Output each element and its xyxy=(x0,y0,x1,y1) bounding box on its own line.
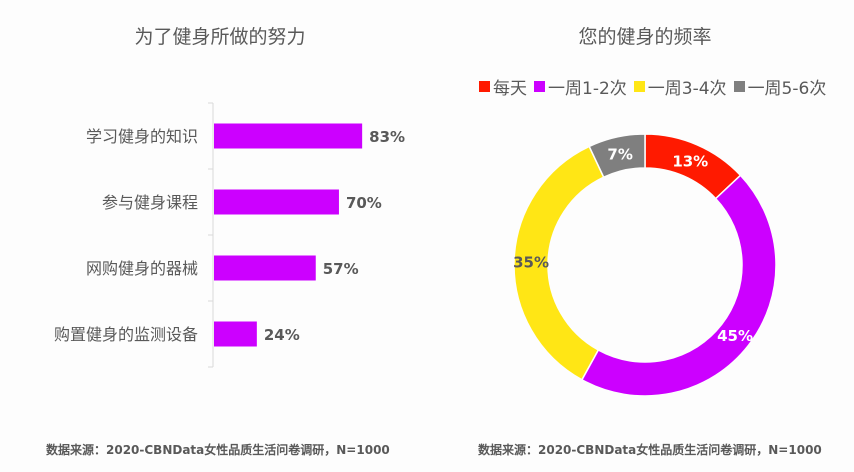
bar xyxy=(214,123,363,149)
category-label: 学习健身的知识 xyxy=(86,127,198,146)
legend-label: 每天 xyxy=(493,79,527,99)
donut-slice xyxy=(580,174,777,397)
legend-item: 一周3-4次 xyxy=(633,74,727,99)
donut-chart-title: 您的健身的频率 xyxy=(578,26,712,48)
value-label: 83% xyxy=(369,128,405,146)
source-note-left: 数据来源：2020-CBNData女性品质生活问卷调研，N=1000 xyxy=(46,443,390,457)
legend-item: 一周1-2次 xyxy=(534,74,627,99)
legend-label: 一周5-6次 xyxy=(747,79,827,99)
legend-label: 一周3-4次 xyxy=(647,79,727,99)
slice-label: 35% xyxy=(513,253,549,271)
category-label: 购置健身的监测设备 xyxy=(54,325,198,344)
legend-swatch xyxy=(479,81,490,92)
value-label: 57% xyxy=(323,260,359,278)
legend-swatch xyxy=(633,81,645,92)
donut-slice xyxy=(513,145,605,381)
slice-label: 7% xyxy=(607,146,632,164)
bar-chart-title: 为了健身所做的努力 xyxy=(134,26,306,48)
legend-label: 一周1-2次 xyxy=(548,79,627,99)
legend-item: 每天 xyxy=(479,74,527,99)
bar xyxy=(214,321,257,347)
slice-label: 45% xyxy=(717,327,753,345)
legend-item: 一周5-6次 xyxy=(733,74,827,99)
donut-legend: 每天 一周1-2次 一周3-4次 一周5-6次 xyxy=(479,74,833,99)
legend-swatch xyxy=(733,81,745,92)
value-label: 24% xyxy=(264,326,300,344)
donut-slice xyxy=(588,133,646,179)
bar xyxy=(214,189,339,215)
category-label: 参与健身课程 xyxy=(102,193,198,212)
category-label: 网购健身的器械 xyxy=(86,259,198,278)
value-label: 70% xyxy=(346,194,382,212)
legend-swatch xyxy=(534,81,545,92)
bar xyxy=(214,255,316,281)
source-note-right: 数据来源：2020-CBNData女性品质生活问卷调研，N=1000 xyxy=(478,443,822,457)
slice-label: 13% xyxy=(672,152,708,170)
